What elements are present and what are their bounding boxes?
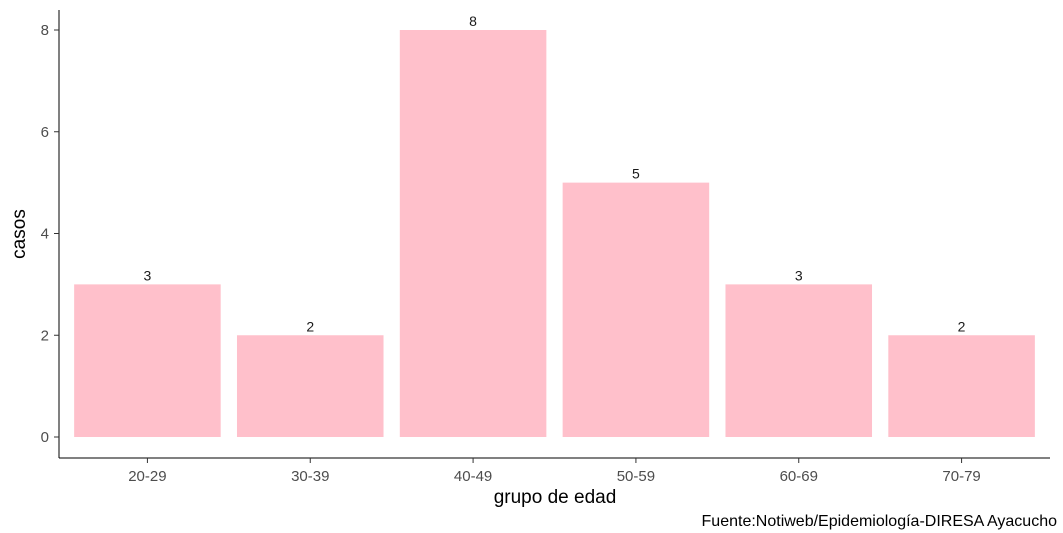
y-ticks-group: 0 2 4 6 8 xyxy=(41,22,59,446)
bars-group xyxy=(74,30,1035,437)
y-tick-label: 0 xyxy=(41,429,49,446)
x-tick-label: 60-69 xyxy=(780,468,818,485)
data-labels-group: 3 2 8 5 3 2 xyxy=(144,13,966,334)
x-tick-label: 20-29 xyxy=(128,468,166,485)
x-tick-label: 30-39 xyxy=(291,468,329,485)
bar-50-59 xyxy=(562,182,710,437)
x-ticks-group: 20-29 30-39 40-49 50-59 60-69 70-79 xyxy=(128,458,981,485)
bar-40-49 xyxy=(399,30,547,437)
bar-60-69 xyxy=(725,284,873,437)
bar-30-39 xyxy=(236,335,384,437)
data-label-60-69: 3 xyxy=(795,267,803,283)
y-tick-label: 8 xyxy=(41,22,49,39)
data-label-20-29: 3 xyxy=(144,267,152,283)
y-axis-title: casos xyxy=(9,209,30,259)
data-label-50-59: 5 xyxy=(632,166,640,182)
source-caption: Fuente:Notiweb/Epidemiología-DIRESA Ayac… xyxy=(702,513,1058,530)
bar-70-79 xyxy=(888,335,1035,437)
x-axis-title: grupo de edad xyxy=(494,487,617,508)
x-tick-label: 50-59 xyxy=(617,468,655,485)
x-tick-label: 40-49 xyxy=(454,468,492,485)
y-tick-label: 4 xyxy=(41,226,49,243)
y-tick-label: 6 xyxy=(41,124,49,141)
data-label-30-39: 2 xyxy=(306,318,314,334)
bar-20-29 xyxy=(74,284,221,437)
x-tick-label: 70-79 xyxy=(942,468,980,485)
y-tick-label: 2 xyxy=(41,327,49,344)
data-label-70-79: 2 xyxy=(958,318,966,334)
data-label-40-49: 8 xyxy=(469,13,477,29)
